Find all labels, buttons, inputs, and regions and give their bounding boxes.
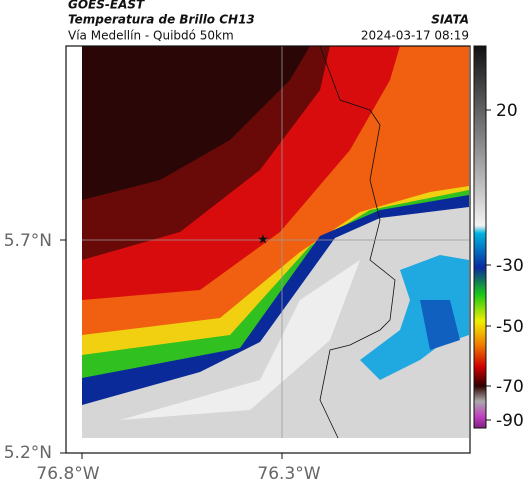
colorbar-label: -70	[496, 377, 524, 397]
datetime: 2024-03-17 08:19	[361, 29, 469, 43]
colorbar	[473, 45, 487, 429]
colorbar-label: -30	[496, 256, 524, 276]
location: Vía Medellín - Quibdó 50km	[68, 29, 234, 43]
lon-label: 76.3°W	[257, 464, 320, 484]
product: Temperatura de Brillo CH13	[68, 13, 255, 27]
colorbar-label: 20	[496, 101, 518, 121]
svg-text:★: ★	[257, 233, 269, 248]
source: SIATA	[431, 13, 469, 27]
map-frame	[65, 45, 471, 454]
colorbar-ticks	[486, 109, 491, 421]
satellite: GOES-EAST	[68, 0, 145, 12]
lat-label: 5.2°N	[4, 443, 52, 463]
lon-label: 76.8°W	[36, 464, 99, 484]
colorbar-label: -50	[496, 317, 524, 337]
map-image: ★	[82, 45, 469, 439]
lat-label: 5.7°N	[4, 231, 52, 251]
axis-ticks	[60, 239, 283, 459]
colorbar-label: -90	[496, 411, 524, 431]
